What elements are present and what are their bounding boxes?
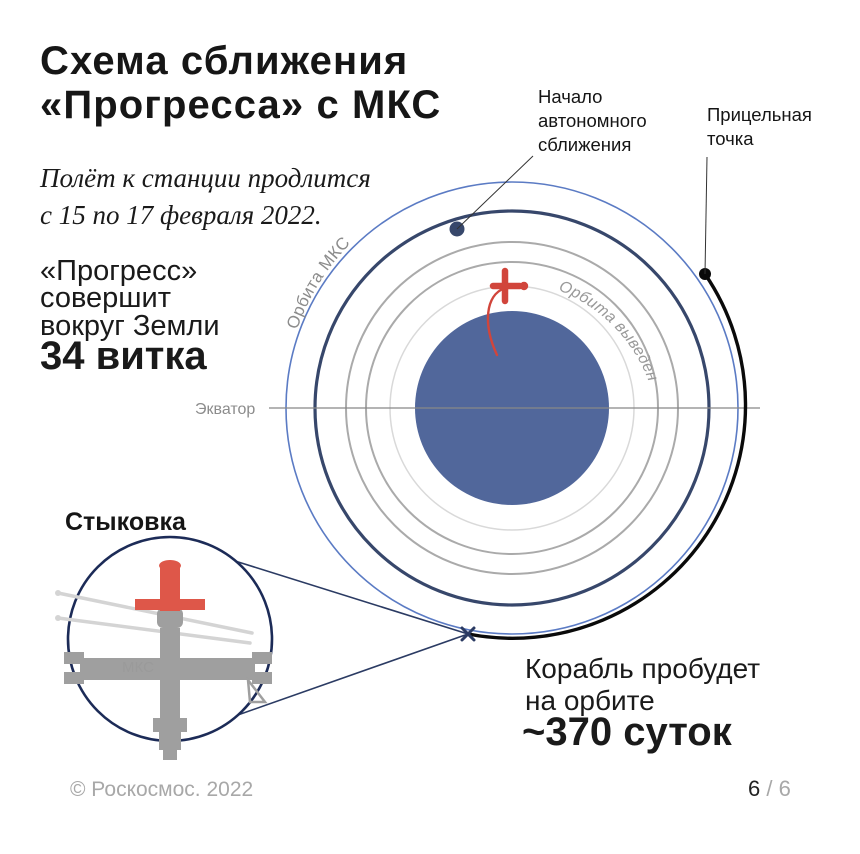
- svg-text:МКС: МКС: [122, 659, 154, 676]
